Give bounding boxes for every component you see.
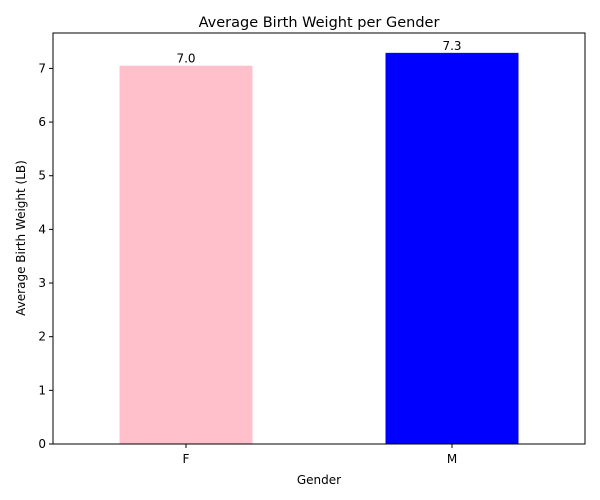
y-axis: 0 1 2 3 4 5 6 7 xyxy=(38,61,53,451)
data-label-m: 7.3 xyxy=(442,39,461,53)
x-tick-label-f: F xyxy=(183,452,190,466)
chart-title: Average Birth Weight per Gender xyxy=(199,15,440,31)
y-tick-label-1: 1 xyxy=(38,383,46,397)
bars-group xyxy=(119,52,519,445)
y-tick-label-3: 3 xyxy=(38,276,46,290)
x-tick-label-m: M xyxy=(447,452,457,466)
data-label-f: 7.0 xyxy=(176,52,195,66)
bar-m xyxy=(385,52,519,445)
data-labels-group: 7.0 7.3 xyxy=(176,39,461,66)
bar-f xyxy=(119,65,253,444)
y-tick-label-0: 0 xyxy=(38,437,46,451)
y-tick-label-2: 2 xyxy=(38,330,46,344)
x-axis-label: Gender xyxy=(297,473,341,487)
y-tick-label-6: 6 xyxy=(38,115,46,129)
y-axis-label: Average Birth Weight (LB) xyxy=(14,160,28,316)
y-tick-label-4: 4 xyxy=(38,222,46,236)
plot-frame xyxy=(52,32,586,445)
y-tick-label-5: 5 xyxy=(38,169,46,183)
y-tick-label-7: 7 xyxy=(38,61,46,75)
